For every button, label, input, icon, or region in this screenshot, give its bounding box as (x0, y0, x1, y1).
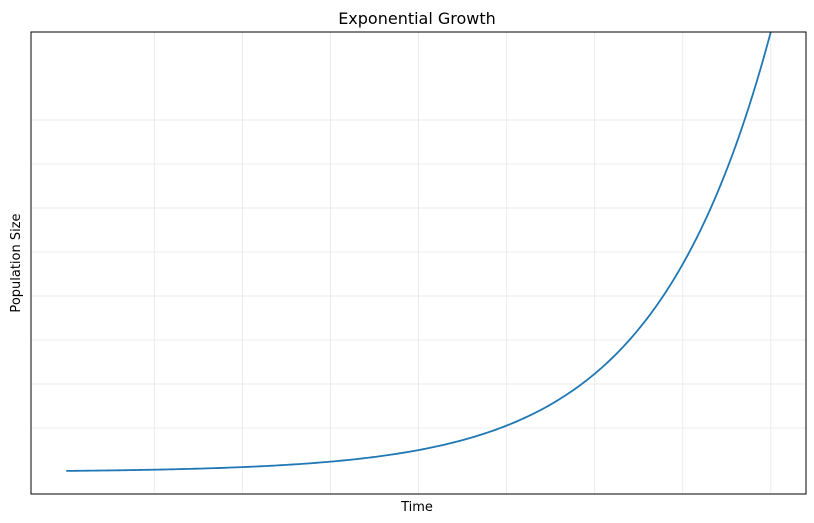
axes-frame (30, 31, 807, 495)
series-line-0 (66, 31, 772, 472)
chart-title: Exponential Growth (338, 9, 496, 28)
x-axis-label: Time (400, 500, 433, 515)
y-axis-label: Population Size (9, 213, 24, 312)
grid (31, 32, 806, 494)
series-layer (66, 31, 772, 472)
